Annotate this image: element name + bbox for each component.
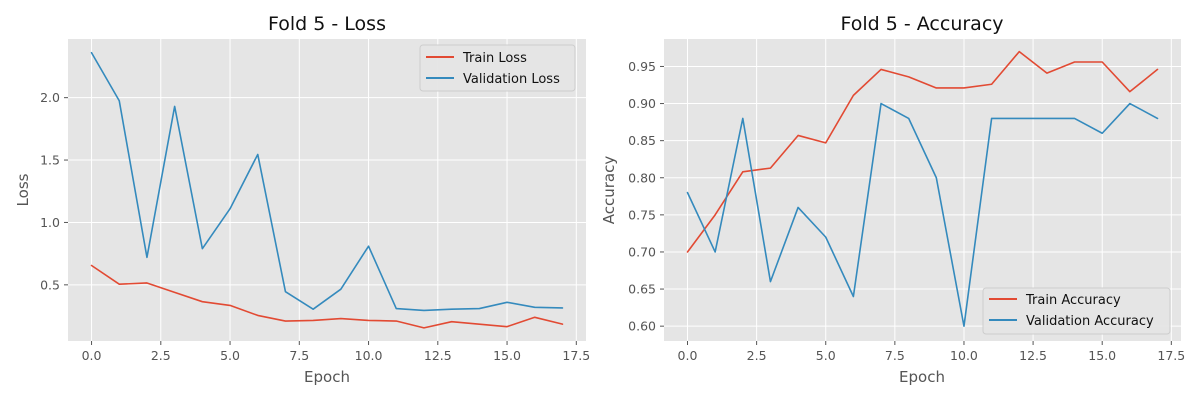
loss-x-tick-label: 17.5 <box>562 348 590 363</box>
accuracy-y-tick-label: 0.85 <box>628 133 656 148</box>
validation-accuracy-line <box>686 102 1159 327</box>
accuracy-y-tick-label: 0.75 <box>628 207 656 222</box>
accuracy-series-group <box>686 50 1159 327</box>
accuracy-y-tick-label: 0.90 <box>628 96 656 111</box>
loss-x-tick-label: 15.0 <box>493 348 521 363</box>
accuracy-y-axis-label: Accuracy <box>600 156 618 225</box>
accuracy-legend-label-train: Train Accuracy <box>1025 293 1121 308</box>
loss-x-tick-label: 12.5 <box>424 348 452 363</box>
accuracy-ticks: 0.0 2.5 5.0 7.5 10.0 12.5 15.0 17.5 0.60 0.65 0.70… <box>628 59 1185 363</box>
loss-y-tick-label: 2.0 <box>40 90 60 105</box>
loss-x-tick-label: 0.0 <box>82 348 102 363</box>
accuracy-x-tick-label: 17.5 <box>1157 348 1185 363</box>
loss-ticks: 0.0 2.5 5.0 7.5 10.0 12.5 15.0 17.5 0.5 1.0 1.5 2.0 <box>40 90 590 363</box>
loss-x-tick-label: 2.5 <box>151 348 171 363</box>
accuracy-y-tick-label: 0.70 <box>628 244 656 259</box>
loss-x-tick-label: 5.0 <box>220 348 240 363</box>
accuracy-x-tick-label: 15.0 <box>1088 348 1116 363</box>
accuracy-x-tick-label: 12.5 <box>1019 348 1047 363</box>
accuracy-x-tick-label: 0.0 <box>678 348 698 363</box>
accuracy-y-tick-label: 0.65 <box>628 282 656 297</box>
loss-chart: 0.0 2.5 5.0 7.5 10.0 12.5 15.0 17.5 0.5 1.0 1.5 2.0… <box>14 13 590 386</box>
loss-y-tick-label: 1.0 <box>40 215 60 230</box>
accuracy-legend: Train Accuracy Validation Accuracy <box>982 287 1171 335</box>
loss-y-tick-label: 1.5 <box>40 153 60 168</box>
loss-x-axis-label: Epoch <box>304 368 350 386</box>
accuracy-gridlines <box>664 39 1181 341</box>
accuracy-x-tick-label: 2.5 <box>747 348 767 363</box>
accuracy-legend-label-validation: Validation Accuracy <box>1026 314 1154 329</box>
accuracy-x-tick-label: 7.5 <box>885 348 905 363</box>
accuracy-y-tick-label: 0.80 <box>628 170 656 185</box>
accuracy-x-tick-label: 10.0 <box>950 348 978 363</box>
loss-y-axis-label: Loss <box>14 173 32 206</box>
loss-x-tick-label: 7.5 <box>289 348 309 363</box>
loss-x-tick-label: 10.0 <box>355 348 383 363</box>
loss-series-group <box>90 51 564 329</box>
loss-y-tick-label: 0.5 <box>40 277 60 292</box>
accuracy-y-tick-label: 0.60 <box>628 319 656 334</box>
loss-legend-label-validation: Validation Loss <box>463 72 560 87</box>
accuracy-x-tick-label: 5.0 <box>816 348 836 363</box>
accuracy-legend-box <box>982 287 1171 335</box>
accuracy-x-axis-label: Epoch <box>899 368 945 386</box>
loss-legend: Train Loss Validation Loss <box>419 44 576 92</box>
train-accuracy-line <box>686 50 1159 253</box>
loss-legend-box <box>419 44 576 92</box>
accuracy-chart: 0.0 2.5 5.0 7.5 10.0 12.5 15.0 17.5 0.60 0.65 0.70… <box>600 13 1185 386</box>
accuracy-y-tick-label: 0.95 <box>628 59 656 74</box>
loss-chart-title: Fold 5 - Loss <box>268 13 386 35</box>
accuracy-chart-title: Fold 5 - Accuracy <box>840 13 1003 35</box>
validation-loss-line <box>90 51 564 312</box>
loss-legend-label-train: Train Loss <box>462 51 527 66</box>
train-loss-line <box>90 264 564 329</box>
